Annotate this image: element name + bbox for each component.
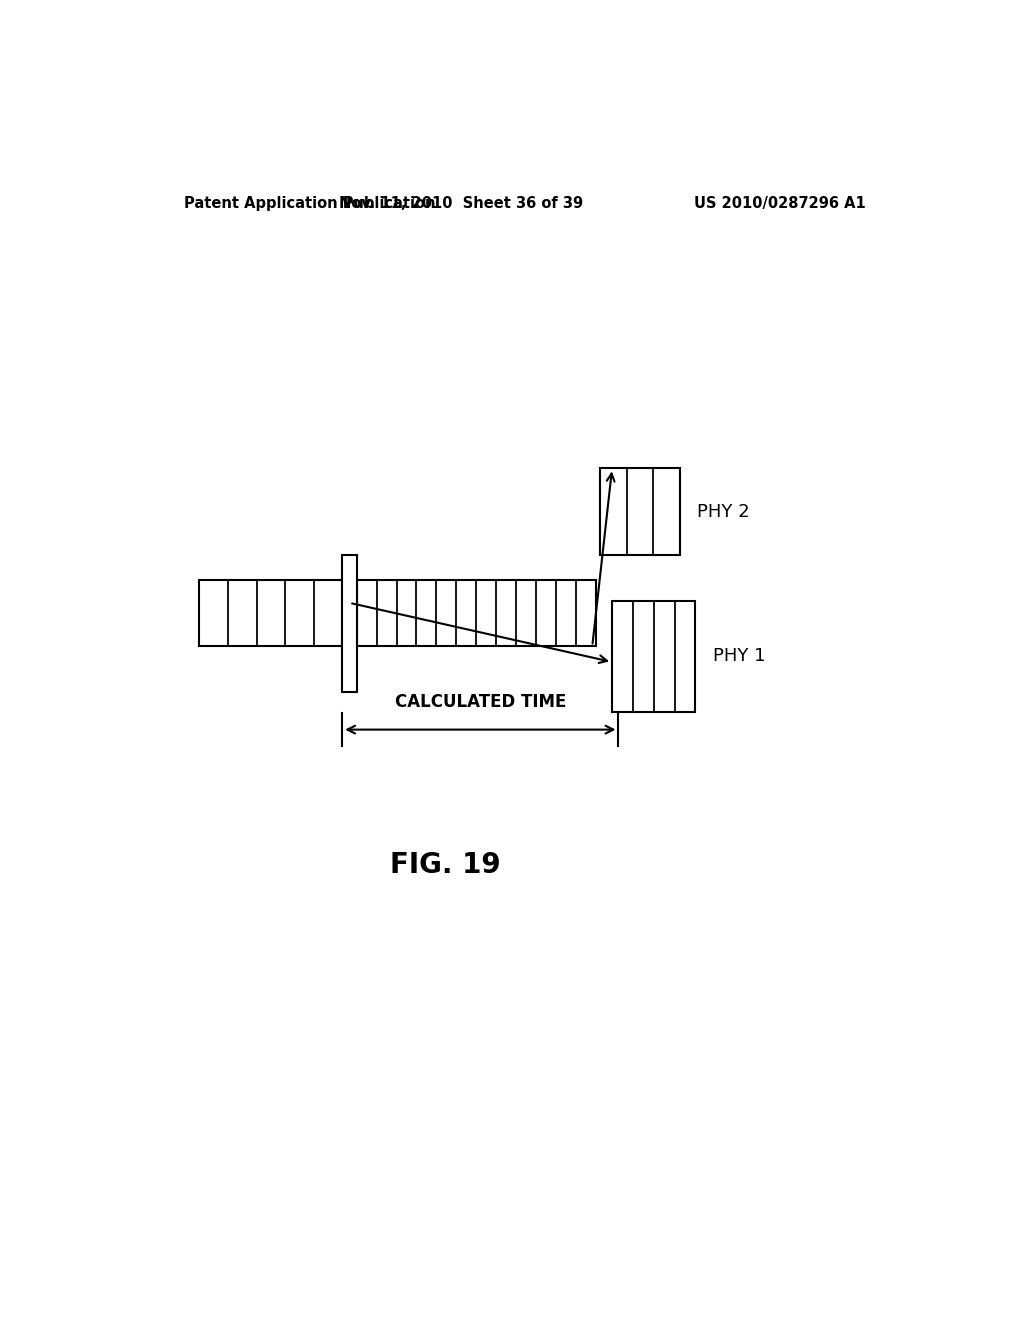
Text: FIG. 19: FIG. 19 (390, 851, 501, 879)
Text: Nov. 11, 2010  Sheet 36 of 39: Nov. 11, 2010 Sheet 36 of 39 (339, 195, 584, 211)
Text: PHY 2: PHY 2 (697, 503, 750, 520)
Text: PHY 1: PHY 1 (713, 647, 765, 665)
Bar (342, 554, 356, 692)
Bar (600, 469, 680, 554)
Text: Patent Application Publication: Patent Application Publication (183, 195, 435, 211)
Text: CALCULATED TIME: CALCULATED TIME (394, 693, 566, 711)
Text: US 2010/0287296 A1: US 2010/0287296 A1 (694, 195, 866, 211)
Bar (612, 601, 695, 713)
Bar (200, 581, 342, 647)
Bar (356, 581, 596, 647)
